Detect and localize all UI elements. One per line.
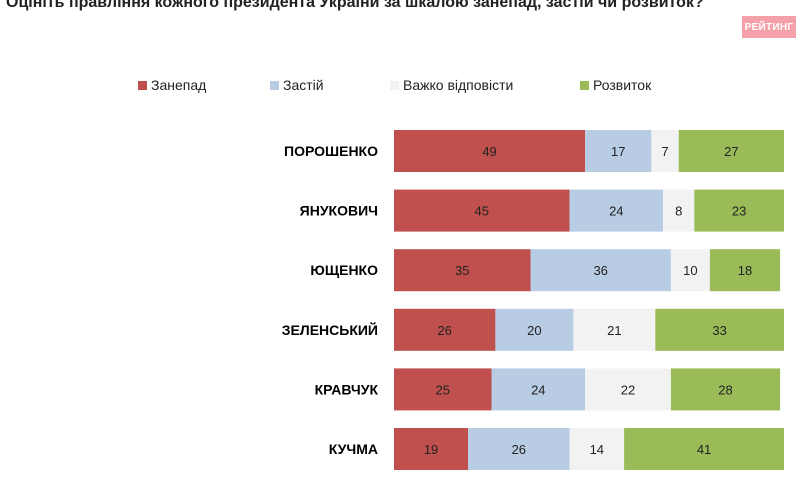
bar-segment bbox=[585, 130, 652, 172]
data-label: 28 bbox=[718, 382, 732, 397]
bar-segment bbox=[468, 428, 570, 470]
category-label: ЗЕЛЕНСЬКИЙ bbox=[282, 321, 378, 338]
data-label: 14 bbox=[590, 442, 604, 457]
bar-row: ПОРОШЕНКО 49 17 7 27 bbox=[284, 130, 784, 172]
data-label: 22 bbox=[621, 382, 635, 397]
bar-segment bbox=[569, 189, 664, 232]
bar-segment bbox=[491, 368, 586, 411]
bar-row: КРАВЧУК 25 24 22 28 bbox=[315, 368, 781, 411]
legend: Занепад Застій Важко відповісти Розвиток bbox=[138, 77, 652, 93]
data-label: 35 bbox=[455, 263, 469, 278]
category-label: ЮЩЕНКО bbox=[310, 262, 378, 278]
data-label: 21 bbox=[607, 323, 621, 338]
bar-row: ЯНУКОВИЧ 45 24 8 23 bbox=[300, 189, 784, 232]
bar-segment bbox=[394, 368, 492, 411]
bar-segment bbox=[394, 308, 496, 351]
bar-segment bbox=[573, 308, 656, 351]
data-label: 26 bbox=[437, 323, 451, 338]
legend-label: Занепад bbox=[151, 77, 206, 93]
data-label: 8 bbox=[675, 204, 682, 219]
bar-segment bbox=[530, 249, 671, 292]
bar-segment bbox=[663, 189, 695, 232]
legend-item-3: Розвиток bbox=[580, 77, 652, 93]
bar-row: ЮЩЕНКО 35 36 10 18 bbox=[310, 249, 781, 292]
data-label: 36 bbox=[593, 263, 607, 278]
bar-segment bbox=[394, 130, 586, 172]
data-label: 18 bbox=[738, 263, 752, 278]
data-label: 20 bbox=[527, 323, 541, 338]
data-label: 33 bbox=[712, 323, 726, 338]
category-label: КУЧМА bbox=[329, 441, 378, 457]
category-label: КРАВЧУК bbox=[315, 381, 379, 397]
data-label: 10 bbox=[683, 263, 697, 278]
legend-swatch bbox=[138, 81, 147, 90]
legend-label: Розвиток bbox=[593, 77, 652, 93]
bar-segment bbox=[569, 428, 625, 470]
bar-row: КУЧМА 19 26 14 41 bbox=[329, 428, 784, 470]
data-label: 25 bbox=[436, 382, 450, 397]
data-label: 45 bbox=[475, 204, 489, 219]
category-label: ПОРОШЕНКО bbox=[284, 143, 378, 159]
legend-label: Важко відповісти bbox=[403, 77, 513, 93]
bar-segment bbox=[394, 428, 469, 470]
bar-segment bbox=[495, 308, 574, 351]
legend-swatch bbox=[270, 81, 279, 90]
legend-item-2: Важко відповісти bbox=[390, 77, 513, 93]
data-label: 49 bbox=[482, 144, 496, 159]
rating-logo: РЕЙТИНГ bbox=[742, 16, 796, 38]
data-label: 17 bbox=[611, 144, 625, 159]
data-label: 23 bbox=[732, 204, 746, 219]
bar-segment bbox=[585, 368, 671, 411]
data-label: 19 bbox=[424, 442, 438, 457]
legend-swatch bbox=[580, 81, 589, 90]
chart-title: Оцініть правління кожного президента Укр… bbox=[6, 0, 704, 11]
bar-segment bbox=[694, 189, 784, 232]
data-label: 27 bbox=[724, 144, 738, 159]
bar-segment bbox=[655, 308, 784, 351]
data-label: 41 bbox=[697, 442, 711, 457]
bar-row: ЗЕЛЕНСЬКИЙ 26 20 21 33 bbox=[282, 308, 784, 351]
bar-segment bbox=[678, 130, 784, 172]
legend-label: Застій bbox=[283, 77, 324, 93]
legend-item-0: Занепад bbox=[138, 77, 206, 93]
category-label: ЯНУКОВИЧ bbox=[300, 203, 378, 219]
data-label: 24 bbox=[531, 382, 545, 397]
bar-segment bbox=[624, 428, 784, 470]
bar-segment bbox=[651, 130, 679, 172]
bar-segment bbox=[670, 249, 710, 292]
data-label: 7 bbox=[661, 144, 668, 159]
data-label: 24 bbox=[609, 204, 623, 219]
bars: ПОРОШЕНКО 49 17 7 27 ЯНУКОВИЧ 45 24 8 23 ЮЩЕНКО 35 3… bbox=[282, 130, 784, 470]
data-label: 26 bbox=[512, 442, 526, 457]
bar-segment bbox=[709, 249, 781, 292]
bar-segment bbox=[394, 189, 570, 232]
legend-item-1: Застій bbox=[270, 77, 324, 93]
bar-segment bbox=[394, 249, 531, 292]
bar-segment bbox=[670, 368, 781, 411]
legend-swatch bbox=[390, 81, 399, 90]
